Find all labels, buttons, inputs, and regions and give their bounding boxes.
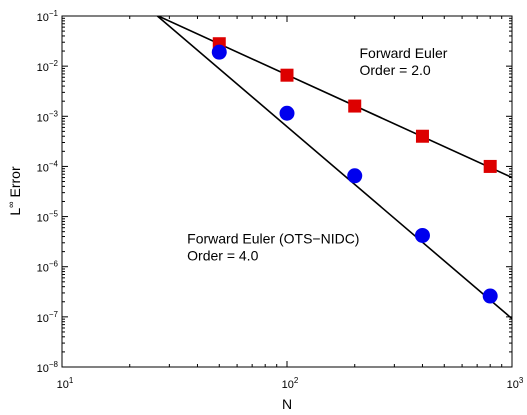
tick-labels: 101 102 103 10−8 10−7 10−6 10−5 10−4 10−3 10−2 10−… [37, 9, 524, 391]
annotation-1-line-1: Forward Euler [359, 45, 447, 61]
axis-ticks [61, 16, 512, 368]
y-axis-label: L∞ Error [6, 166, 23, 216]
annotation-2-line-2: Order = 4.0 [187, 248, 258, 264]
x-tick-label: 102 [282, 376, 299, 391]
square-marker [280, 68, 294, 82]
y-tick-label: 10−3 [37, 109, 59, 124]
annotation-1-line-2: Order = 2.0 [359, 62, 430, 78]
fit-line-2 [156, 16, 512, 320]
circle-marker [482, 288, 498, 304]
y-tick-label: 10−8 [37, 360, 59, 375]
x-tick-label: 103 [507, 376, 524, 391]
square-marker [415, 129, 429, 143]
y-tick-label: 10−6 [37, 260, 59, 275]
x-axis-label: N [282, 396, 292, 412]
y-axis-label-superscript: ∞ [6, 201, 16, 207]
fit-line-1 [156, 16, 512, 179]
circle-marker [347, 168, 363, 184]
y-tick-label: 10−7 [37, 310, 59, 325]
square-marker [348, 99, 362, 113]
y-tick-label: 10−4 [37, 159, 59, 174]
circle-marker [211, 44, 227, 60]
square-marker [483, 159, 497, 173]
circle-marker [414, 227, 430, 243]
y-tick-label: 10−5 [37, 210, 59, 225]
circle-marker [279, 105, 295, 121]
data-markers [211, 37, 498, 304]
y-axis-label-base: L [7, 208, 23, 216]
y-tick-label: 10−2 [37, 59, 59, 74]
y-axis-label-rest: Error [7, 166, 23, 201]
annotation-2-line-1: Forward Euler (OTS−NIDC) [187, 231, 359, 247]
x-tick-label: 101 [57, 376, 74, 391]
y-tick-label: 10−1 [37, 9, 59, 24]
fit-lines [156, 16, 512, 320]
